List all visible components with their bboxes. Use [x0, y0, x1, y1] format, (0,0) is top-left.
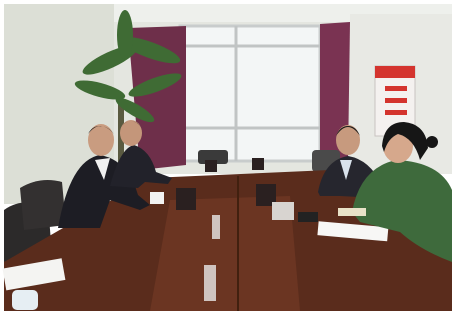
cup	[12, 290, 38, 310]
tissue-box	[272, 202, 294, 220]
poster-line	[385, 86, 407, 91]
nameplate	[205, 160, 217, 172]
nameplate	[176, 188, 196, 210]
poster-line	[385, 98, 407, 103]
glass-stand	[204, 265, 216, 301]
hair-bun	[426, 136, 438, 148]
page	[0, 0, 456, 315]
poster-band	[375, 66, 415, 78]
face	[120, 120, 142, 146]
scene	[2, 4, 452, 311]
glass-stand	[212, 215, 220, 239]
phone	[298, 212, 318, 222]
photo	[0, 0, 456, 315]
nameplate	[252, 158, 264, 170]
face	[336, 125, 360, 155]
poster-line	[385, 110, 407, 115]
cup	[150, 192, 164, 204]
face	[88, 124, 114, 156]
notebook	[338, 208, 366, 216]
